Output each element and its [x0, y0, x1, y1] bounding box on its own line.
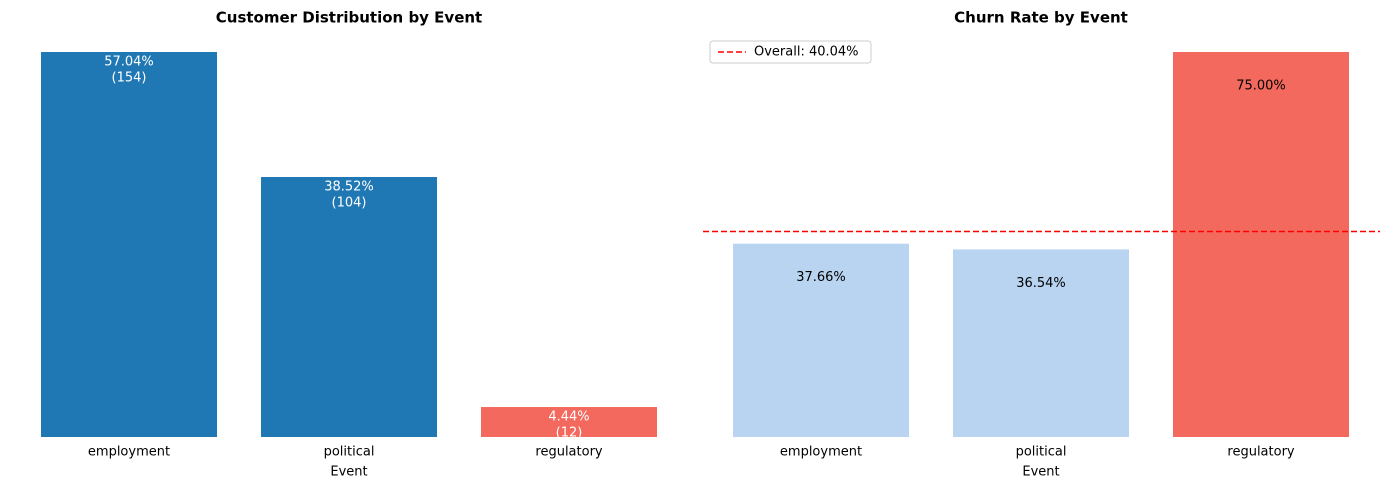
bar [953, 249, 1129, 437]
bar [733, 243, 909, 437]
count-label: (104) [332, 196, 367, 211]
count-label: (154) [112, 71, 147, 86]
bar [1173, 52, 1349, 437]
value-label: 36.54% [1016, 276, 1066, 291]
legend: Overall: 40.04% [709, 40, 872, 64]
x-tick-label: political [324, 445, 375, 460]
count-label: (12) [556, 426, 583, 441]
x-tick-label: employment [780, 445, 862, 460]
legend-label: Overall: 40.04% [754, 45, 859, 60]
value-label: 38.52% [324, 180, 374, 195]
bar [41, 52, 217, 437]
value-label: 37.66% [796, 270, 846, 285]
bar [481, 407, 657, 437]
bar-chart: Customer Distribution by Event Event emplo… [41, 9, 657, 480]
value-label: 75.00% [1236, 79, 1286, 94]
value-label: 57.04% [104, 55, 154, 70]
x-tick-label: regulatory [535, 445, 603, 460]
x-tick-label: political [1016, 445, 1067, 460]
bar [261, 177, 437, 437]
x-axis-label: Event [330, 465, 367, 480]
bar-chart: Churn Rate by Event Event employment 37.66%… [703, 9, 1380, 480]
value-label: 4.44% [548, 410, 589, 425]
legend-box [709, 40, 872, 64]
x-tick-label: regulatory [1227, 445, 1295, 460]
x-tick-label: employment [88, 445, 170, 460]
x-axis-label: Event [1022, 465, 1059, 480]
chart-title: Customer Distribution by Event [216, 9, 482, 27]
chart-title: Churn Rate by Event [954, 9, 1128, 27]
